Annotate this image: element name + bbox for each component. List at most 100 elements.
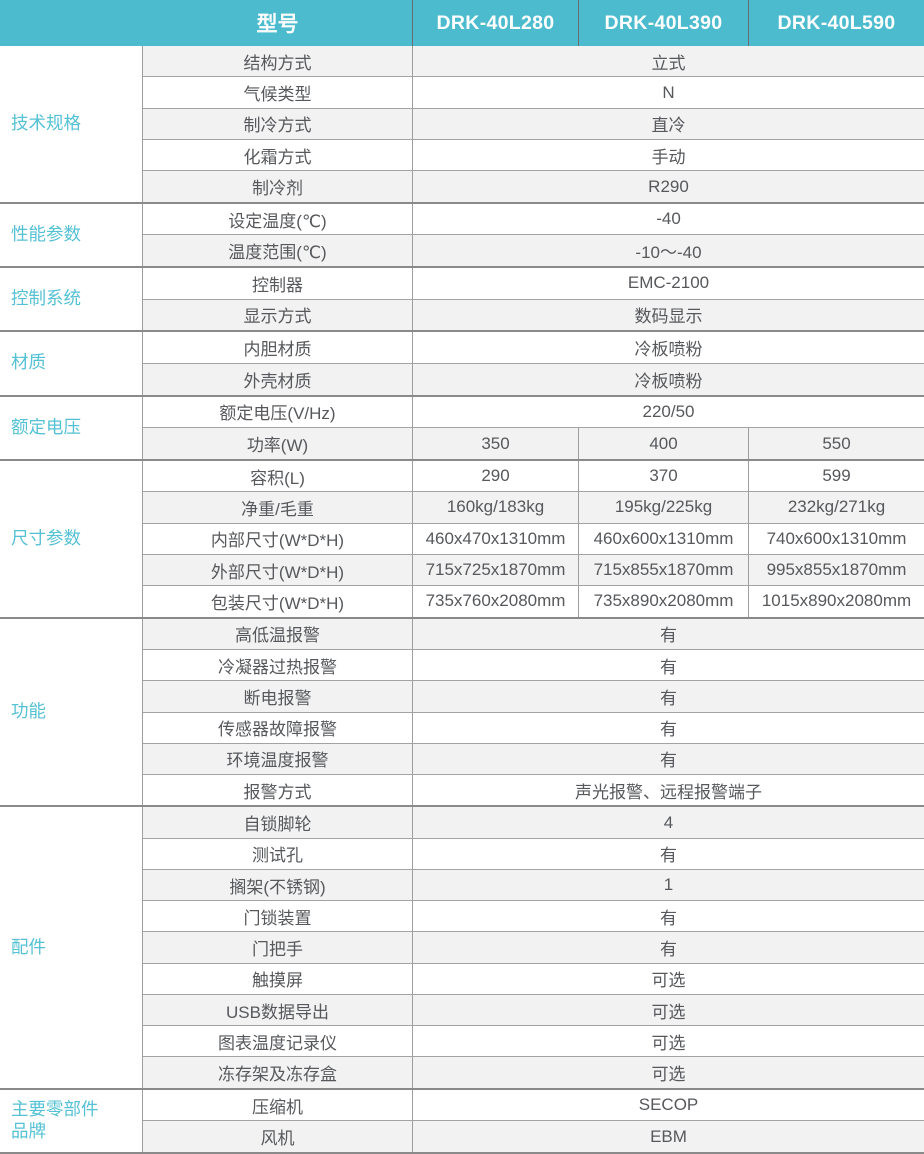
value-cell-model-3: 1015x890x2080mm bbox=[748, 586, 924, 617]
section-rows: 内胆材质 冷板喷粉 外壳材质 冷板喷粉 bbox=[143, 332, 924, 395]
parameter-label: 外壳材质 bbox=[143, 363, 413, 395]
parameter-label: 化霜方式 bbox=[143, 140, 413, 171]
table-row: 设定温度(℃) -40 bbox=[143, 203, 924, 235]
table-row: 功率(W) 350 400 550 bbox=[143, 427, 924, 459]
value-cell-merged: 有 bbox=[660, 720, 677, 740]
header-model-3: DRK-40L590 bbox=[748, 0, 924, 46]
value-cell-merged: 有 bbox=[660, 751, 677, 771]
parameter-label: 设定温度(℃) bbox=[143, 203, 413, 235]
table-row: 内部尺寸(W*D*H) 460x470x1310mm 460x600x1310mm 7… bbox=[143, 522, 924, 554]
value-cell-merged: 可选 bbox=[651, 1002, 686, 1022]
value-cell-model-1: 715x725x1870mm bbox=[425, 560, 566, 580]
value-cell-model-3: 995x855x1870mm bbox=[748, 554, 924, 586]
parameter-label: 门把手 bbox=[143, 932, 413, 963]
parameter-label: 断电报警 bbox=[143, 681, 413, 712]
parameter-label: 功率(W) bbox=[143, 428, 413, 459]
parameter-label: 图表温度记录仪 bbox=[143, 1026, 413, 1057]
table-row: 传感器故障报警 有 bbox=[143, 711, 924, 743]
section-rows: 设定温度(℃) -40 温度范围(℃) -10～-40 bbox=[143, 203, 924, 266]
value-cell-merged: 可选 bbox=[651, 971, 686, 991]
value-cell-merged: 有 bbox=[660, 688, 677, 708]
value-cell-merged: 1 bbox=[663, 875, 674, 895]
value-cell-model-3: 550 bbox=[748, 428, 924, 459]
section-rows: 额定电压(V/Hz) 220/50 功率(W) 350 400 550 bbox=[143, 396, 924, 459]
value-cell-merged: -40 bbox=[656, 209, 681, 229]
parameter-label: 控制器 bbox=[143, 268, 413, 299]
value-cell-merged: N bbox=[662, 82, 675, 102]
spec-section: 技术规格 结构方式 立式 气候类型 N 制冷方式 直冷 化霜方式 手动 制冷剂 R290 bbox=[0, 46, 924, 204]
spec-section: 性能参数 设定温度(℃) -40 温度范围(℃) -10～-40 bbox=[0, 203, 924, 268]
spec-section: 配件 自锁脚轮 4 测试孔有搁架(不锈钢) 1 门锁装置有门把手有触摸屏 可选 USB数据导出… bbox=[0, 807, 924, 1090]
value-cell-model-1: 350 bbox=[481, 433, 510, 453]
category-label: 材质 bbox=[0, 332, 143, 395]
table-row: 门锁装置 有 bbox=[143, 900, 924, 932]
spec-section: 功能 高低温报警有冷凝器过热报警有断电报警有传感器故障报警有环境温度报警有报警方式… bbox=[0, 618, 924, 808]
value-cell-model-1: 160kg/183kg bbox=[446, 497, 545, 517]
value-cell-merged: 数码显示 bbox=[634, 307, 703, 327]
table-row: 额定电压(V/Hz) 220/50 bbox=[143, 396, 924, 428]
table-body: 技术规格 结构方式 立式 气候类型 N 制冷方式 直冷 化霜方式 手动 制冷剂 R290 性能参数 设定… bbox=[0, 46, 924, 1154]
table-row: 报警方式 声光报警、远程报警端子 bbox=[143, 774, 924, 806]
value-cell-merged: 有 bbox=[660, 846, 677, 866]
value-cell-merged: 可选 bbox=[651, 1065, 686, 1085]
value-cell-merged: R290 bbox=[648, 176, 689, 196]
parameter-label: 压缩机 bbox=[143, 1089, 413, 1121]
value-cell-merged: -10～-40 bbox=[635, 243, 702, 263]
parameter-label: 包装尺寸(W*D*H) bbox=[143, 586, 413, 617]
parameter-label: 内胆材质 bbox=[143, 332, 413, 363]
value-cell-merged: EMC-2100 bbox=[627, 273, 710, 293]
spec-section: 额定电压 额定电压(V/Hz) 220/50 功率(W) 350 400 550 bbox=[0, 396, 924, 461]
value-cell-model-3: 740x600x1310mm bbox=[748, 523, 924, 554]
value-cell-merged: 有 bbox=[660, 940, 677, 960]
category-label: 性能参数 bbox=[0, 203, 143, 266]
category-label: 主要零部件 品牌 bbox=[0, 1089, 143, 1152]
section-rows: 高低温报警有冷凝器过热报警有断电报警有传感器故障报警有环境温度报警有报警方式 声光… bbox=[143, 618, 924, 806]
parameter-label: 显示方式 bbox=[143, 299, 413, 331]
table-row: 冻存架及冻存盒 可选 bbox=[143, 1056, 924, 1088]
value-cell-model-1: 735x760x2080mm bbox=[425, 591, 566, 611]
table-row: 风机 EBM bbox=[143, 1120, 924, 1152]
parameter-label: 内部尺寸(W*D*H) bbox=[143, 523, 413, 554]
parameter-label: 冻存架及冻存盒 bbox=[143, 1057, 413, 1088]
parameter-label: 门锁装置 bbox=[143, 901, 413, 932]
table-row: 触摸屏 可选 bbox=[143, 962, 924, 994]
parameter-label: 测试孔 bbox=[143, 838, 413, 869]
table-row: 自锁脚轮 4 bbox=[143, 807, 924, 838]
header-model-label: 型号 bbox=[143, 0, 413, 46]
parameter-label: 传感器故障报警 bbox=[143, 712, 413, 743]
parameter-label: 容积(L) bbox=[143, 460, 413, 492]
value-cell-model-1: 460x470x1310mm bbox=[425, 528, 566, 548]
table-row: 净重/毛重 160kg/183kg 195kg/225kg 232kg/271kg bbox=[143, 491, 924, 523]
value-cell-merged: 手动 bbox=[651, 147, 686, 167]
table-row: 显示方式 数码显示 bbox=[143, 298, 924, 331]
table-row: 制冷方式 直冷 bbox=[143, 107, 924, 140]
header-model-2: DRK-40L390 bbox=[578, 0, 748, 46]
value-cell-merged: 可选 bbox=[651, 1033, 686, 1053]
table-row: USB数据导出 可选 bbox=[143, 993, 924, 1026]
value-cell-merged: 立式 bbox=[651, 53, 686, 73]
spec-section: 控制系统 控制器 EMC-2100 显示方式 数码显示 bbox=[0, 268, 924, 333]
value-cell-model-2: 370 bbox=[578, 460, 748, 492]
value-cell-model-2: 195kg/225kg bbox=[578, 492, 748, 523]
spec-section: 尺寸参数 容积(L) 290 370 599 净重/毛重 160kg/183kg 195kg/… bbox=[0, 460, 924, 619]
parameter-label: 额定电压(V/Hz) bbox=[143, 396, 413, 428]
table-row: 气候类型 N bbox=[143, 76, 924, 108]
table-row: 制冷剂 R290 bbox=[143, 170, 924, 202]
table-row: 门把手 有 bbox=[143, 931, 924, 963]
parameter-label: 制冷方式 bbox=[143, 108, 413, 140]
table-row: 温度范围(℃) -10～-40 bbox=[143, 234, 924, 266]
category-label: 功能 bbox=[0, 618, 143, 806]
header-spacer-cell bbox=[0, 0, 143, 46]
value-cell-model-2: 460x600x1310mm bbox=[578, 523, 748, 554]
table-row: 高低温报警 有 bbox=[143, 618, 924, 649]
table-row: 搁架(不锈钢) 1 bbox=[143, 868, 924, 901]
parameter-label: 气候类型 bbox=[143, 77, 413, 108]
section-rows: 控制器 EMC-2100 显示方式 数码显示 bbox=[143, 268, 924, 331]
parameter-label: 净重/毛重 bbox=[143, 492, 413, 523]
parameter-label: 搁架(不锈钢) bbox=[143, 869, 413, 901]
section-rows: 自锁脚轮 4 测试孔有搁架(不锈钢) 1 门锁装置有门把手有触摸屏 可选 USB数据导出 可选… bbox=[143, 807, 924, 1088]
table-row: 结构方式 立式 bbox=[143, 46, 924, 77]
spec-section: 材质 内胆材质 冷板喷粉 外壳材质 冷板喷粉 bbox=[0, 332, 924, 397]
table-row: 图表温度记录仪 可选 bbox=[143, 1025, 924, 1057]
